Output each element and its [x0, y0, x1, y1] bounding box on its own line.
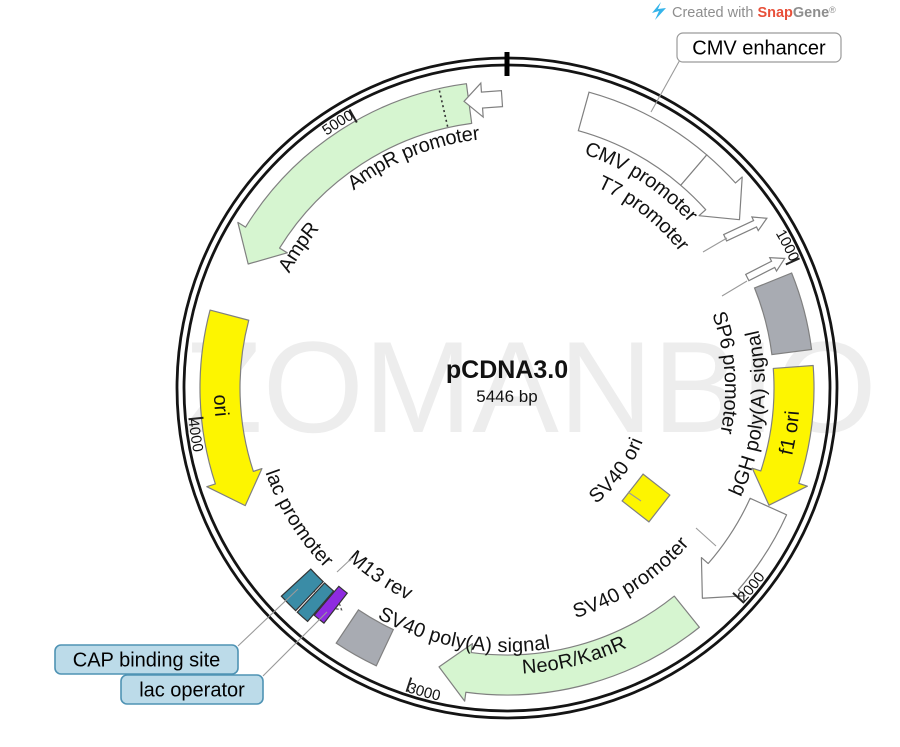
- tick-mark-3000: [405, 677, 413, 693]
- connector-sv40-promoter-callout: [695, 527, 717, 547]
- connector-m13-rev-callout: [336, 557, 353, 573]
- tick-mark-4000: [188, 416, 204, 421]
- features-layer: [199, 81, 815, 702]
- boxed-label-bg-lac-operator-box: [120, 674, 264, 705]
- connector-t7-callout: [702, 237, 728, 253]
- connector-lac-operator-callout: [262, 611, 328, 677]
- feature-sp6-promoter: [744, 257, 786, 282]
- tick-label-3000: 3000: [406, 679, 443, 704]
- connector-cap-callout: [237, 588, 299, 647]
- feature-bgh-polya: [753, 272, 813, 356]
- feature-t7-promoter: [722, 216, 768, 242]
- boxed-label-text-cmv-enhancer-box: CMV enhancer: [692, 38, 826, 60]
- feature-ampr-promoter: [463, 81, 504, 119]
- feature-sv40-polya: [335, 609, 395, 667]
- snapgene-credit: Created with SnapGene®: [652, 2, 836, 21]
- feature-label-m13-rev: M13 rev: [344, 546, 416, 604]
- feature-label-lac-promoter: lac promoter: [261, 467, 338, 572]
- feature-f1-ori: [751, 364, 815, 506]
- boxed-label-text-lac-operator-box: lac operator: [139, 680, 245, 702]
- tick-mark-1000: [785, 257, 800, 266]
- connector-sp6-callout: [721, 280, 748, 297]
- feature-label-ori: ori: [209, 394, 232, 418]
- watermark-text: ZOMANBIO: [183, 314, 876, 460]
- feature-sv40-ori: [621, 473, 671, 523]
- feature-cap-binding-site: [280, 568, 325, 612]
- feature-ampr-divider: [438, 89, 449, 127]
- boxed-label-text-cap-box: CAP binding site: [73, 650, 221, 672]
- feature-label-sv40-poly-a-signal: SV40 poly(A) signal: [375, 603, 552, 657]
- boxed-label-bg-cap-box: [54, 644, 239, 675]
- connectors-layer: [237, 57, 748, 677]
- connector-sv40-ori-callout: [627, 491, 642, 502]
- watermark-layer: ZOMANBIO: [183, 314, 876, 460]
- plasmid-title-group: pCDNA3.0 5446 bp: [446, 356, 568, 406]
- boxed-labels-layer: CMV enhancer CAP binding site lac operator: [54, 32, 842, 705]
- feature-neor-kanr: [438, 595, 700, 702]
- boxed-label-bg-cmv-enhancer-box: [676, 32, 842, 63]
- tick-mark-2000: [732, 592, 745, 604]
- tick-label-4000: 4000: [185, 418, 207, 454]
- feature-lac-promoter: [296, 582, 335, 623]
- backbone-layer: [175, 52, 839, 720]
- snapgene-logo-icon: [652, 2, 666, 20]
- plasmid-name: pCDNA3.0: [446, 356, 568, 384]
- feature-cmv-promoter: [680, 154, 743, 221]
- credit-text: Created with SnapGene®: [672, 5, 836, 21]
- tick-mark-5000: [348, 108, 358, 124]
- feature-ampr: [237, 83, 473, 265]
- feature-sv40-promoter: [700, 497, 788, 599]
- feature-ori: [199, 309, 263, 507]
- plasmid-size: 5446 bp: [476, 387, 537, 406]
- feature-lac-operator: [313, 585, 349, 624]
- connector-cmv-enhancer-callout: [650, 57, 682, 113]
